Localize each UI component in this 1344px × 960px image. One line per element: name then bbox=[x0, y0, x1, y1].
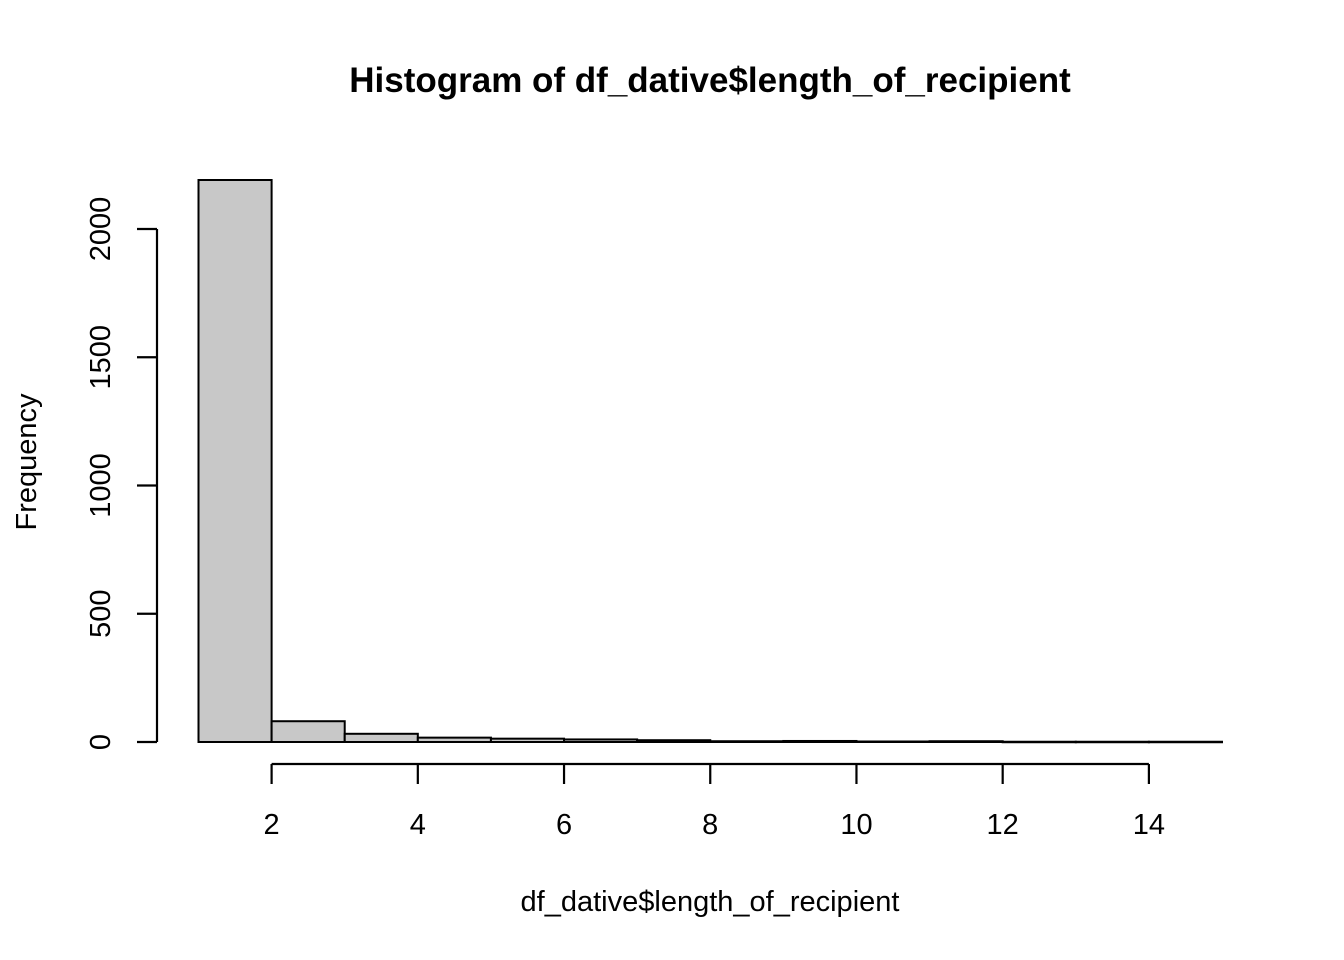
histogram-bar-14 bbox=[1147, 740, 1223, 744]
histogram-bar-2 bbox=[270, 720, 346, 744]
x-tick-label: 14 bbox=[1133, 809, 1165, 841]
y-tick-label: 0 bbox=[85, 734, 117, 750]
x-tick-label: 6 bbox=[556, 809, 572, 841]
bars-group bbox=[197, 179, 1223, 744]
histogram-bar-13 bbox=[1074, 740, 1150, 744]
histogram-bar-10 bbox=[855, 740, 931, 744]
y-axis-label: Frequency bbox=[11, 393, 43, 531]
histogram-bar-9 bbox=[782, 739, 858, 744]
x-tick-label: 4 bbox=[410, 809, 426, 841]
y-tick-label: 1500 bbox=[85, 325, 117, 390]
x-tick-label: 10 bbox=[840, 809, 872, 841]
x-axis-label: df_dative$length_of_recipient bbox=[521, 886, 900, 918]
x-axis: 2 4 6 8 10 12 14 bbox=[264, 762, 1165, 841]
histogram-bar-7 bbox=[636, 739, 712, 743]
x-tick-label: 2 bbox=[264, 809, 280, 841]
histogram-bar-11 bbox=[928, 740, 1004, 743]
chart-title: Histogram of df_dative$length_of_recipie… bbox=[349, 61, 1071, 100]
histogram-bar-3 bbox=[343, 732, 419, 743]
x-tick-label: 8 bbox=[702, 809, 718, 841]
x-tick-label: 12 bbox=[987, 809, 1019, 841]
histogram-bar-6 bbox=[563, 738, 639, 743]
y-tick-label: 1000 bbox=[85, 453, 117, 518]
y-tick-label: 500 bbox=[85, 590, 117, 638]
histogram-bar-8 bbox=[709, 740, 785, 743]
y-tick-label: 2000 bbox=[85, 197, 117, 262]
histogram-bar-4 bbox=[416, 736, 492, 743]
histogram-bar-12 bbox=[1001, 740, 1077, 744]
y-axis: 0 500 1000 1500 2000 bbox=[85, 197, 159, 750]
histogram-bar-5 bbox=[489, 737, 566, 744]
histogram-bar-1 bbox=[197, 179, 273, 743]
